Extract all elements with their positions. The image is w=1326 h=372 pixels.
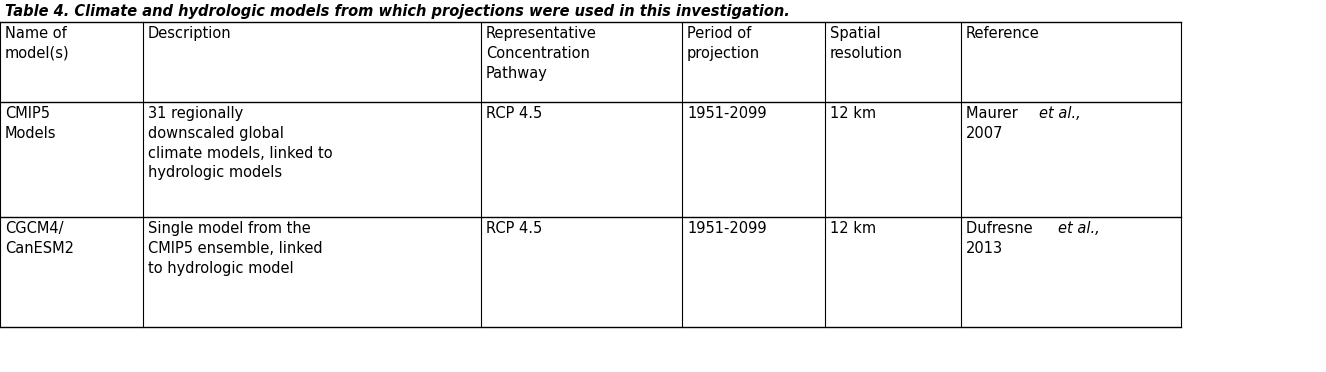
- Text: CGCM4/
CanESM2: CGCM4/ CanESM2: [5, 221, 74, 256]
- Text: 2013: 2013: [967, 241, 1004, 256]
- Text: Single model from the
CMIP5 ensemble, linked
to hydrologic model: Single model from the CMIP5 ensemble, li…: [149, 221, 322, 276]
- Text: 2007: 2007: [967, 126, 1004, 141]
- Text: Reference: Reference: [967, 26, 1040, 41]
- Text: Dufresne: Dufresne: [967, 221, 1037, 236]
- Text: 12 km: 12 km: [830, 221, 876, 236]
- Text: RCP 4.5: RCP 4.5: [487, 106, 542, 121]
- Text: 1951-2099: 1951-2099: [687, 221, 766, 236]
- Text: CMIP5
Models: CMIP5 Models: [5, 106, 57, 141]
- Text: 31 regionally
downscaled global
climate models, linked to
hydrologic models: 31 regionally downscaled global climate …: [149, 106, 333, 180]
- Text: et al.,: et al.,: [1038, 106, 1081, 121]
- Text: Representative
Concentration
Pathway: Representative Concentration Pathway: [487, 26, 597, 81]
- Text: RCP 4.5: RCP 4.5: [487, 221, 542, 236]
- Text: 12 km: 12 km: [830, 106, 876, 121]
- Text: et al.,: et al.,: [1058, 221, 1099, 236]
- Text: Description: Description: [149, 26, 232, 41]
- Text: Table 4. Climate and hydrologic models from which projections were used in this : Table 4. Climate and hydrologic models f…: [5, 4, 790, 19]
- Text: Name of
model(s): Name of model(s): [5, 26, 70, 61]
- Text: 1951-2099: 1951-2099: [687, 106, 766, 121]
- Text: Period of
projection: Period of projection: [687, 26, 760, 61]
- Text: Spatial
resolution: Spatial resolution: [830, 26, 903, 61]
- Text: Maurer: Maurer: [967, 106, 1022, 121]
